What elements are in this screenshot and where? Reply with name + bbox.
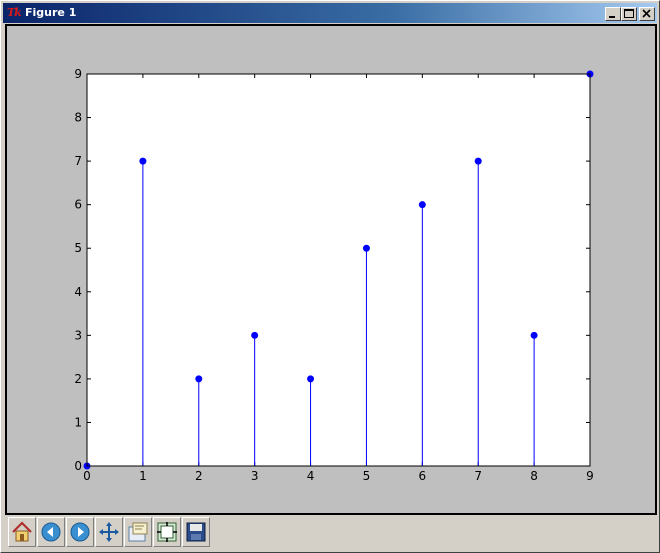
y-tick-label: 0 <box>74 459 82 473</box>
y-tick-label: 8 <box>74 111 82 125</box>
y-tick-label: 3 <box>74 328 82 342</box>
close-button[interactable] <box>639 7 655 21</box>
stem-marker <box>307 375 315 383</box>
home-icon <box>12 521 32 542</box>
y-tick-label: 9 <box>74 67 82 81</box>
stem-marker <box>362 244 370 252</box>
x-tick-label: 8 <box>530 469 538 483</box>
back-button[interactable] <box>37 517 65 547</box>
home-button[interactable] <box>8 517 36 547</box>
pan-button[interactable] <box>95 517 123 547</box>
x-tick-label: 7 <box>474 469 482 483</box>
stem-marker <box>139 157 147 165</box>
axes-frame <box>86 73 591 467</box>
x-tick-label: 0 <box>83 469 91 483</box>
title-bar[interactable]: Tk Figure 1 <box>3 3 657 23</box>
x-tick-label: 3 <box>251 469 259 483</box>
stem-marker <box>251 331 259 339</box>
x-tick-label: 9 <box>586 469 594 483</box>
y-tick-label: 4 <box>74 285 82 299</box>
zoom-button[interactable] <box>124 517 152 547</box>
maximize-button[interactable] <box>621 7 637 21</box>
stem-chart: 0 1 2 3 4 5 6 7 8 9 0 1 2 3 4 5 6 7 8 9 <box>74 67 594 483</box>
x-tick-label: 1 <box>139 469 147 483</box>
y-tick-label: 7 <box>74 154 82 168</box>
axes-background <box>87 74 590 466</box>
stem-marker <box>474 157 482 165</box>
stem-marker <box>418 201 426 209</box>
tk-icon: Tk <box>7 6 22 19</box>
stem-marker <box>530 331 538 339</box>
forward-icon <box>70 522 90 542</box>
x-tick-label: 2 <box>195 469 203 483</box>
figure-canvas[interactable]: 0 1 2 3 4 5 6 7 8 9 0 1 2 3 4 5 6 7 8 9 <box>5 24 657 515</box>
minimize-button[interactable] <box>605 7 621 21</box>
subplots-button[interactable] <box>153 517 181 547</box>
stem-marker <box>195 375 203 383</box>
y-tick-label: 2 <box>74 372 82 386</box>
subplots-icon <box>157 522 177 542</box>
window-title: Figure 1 <box>25 6 77 19</box>
x-tick-label: 6 <box>419 469 427 483</box>
maximize-icon <box>624 9 634 18</box>
zoom-icon <box>128 522 148 542</box>
forward-button[interactable] <box>66 517 94 547</box>
x-tick-label: 5 <box>363 469 371 483</box>
minimize-icon <box>609 16 615 18</box>
save-button[interactable] <box>182 517 210 547</box>
save-icon <box>186 522 206 542</box>
y-tick-label: 5 <box>74 241 82 255</box>
x-tick-label: 4 <box>307 469 315 483</box>
y-tick-label: 6 <box>74 198 82 212</box>
close-icon <box>642 9 651 18</box>
y-tick-label: 1 <box>74 415 82 429</box>
pan-icon <box>99 522 119 542</box>
navigation-toolbar <box>5 517 218 551</box>
back-icon <box>41 522 61 542</box>
